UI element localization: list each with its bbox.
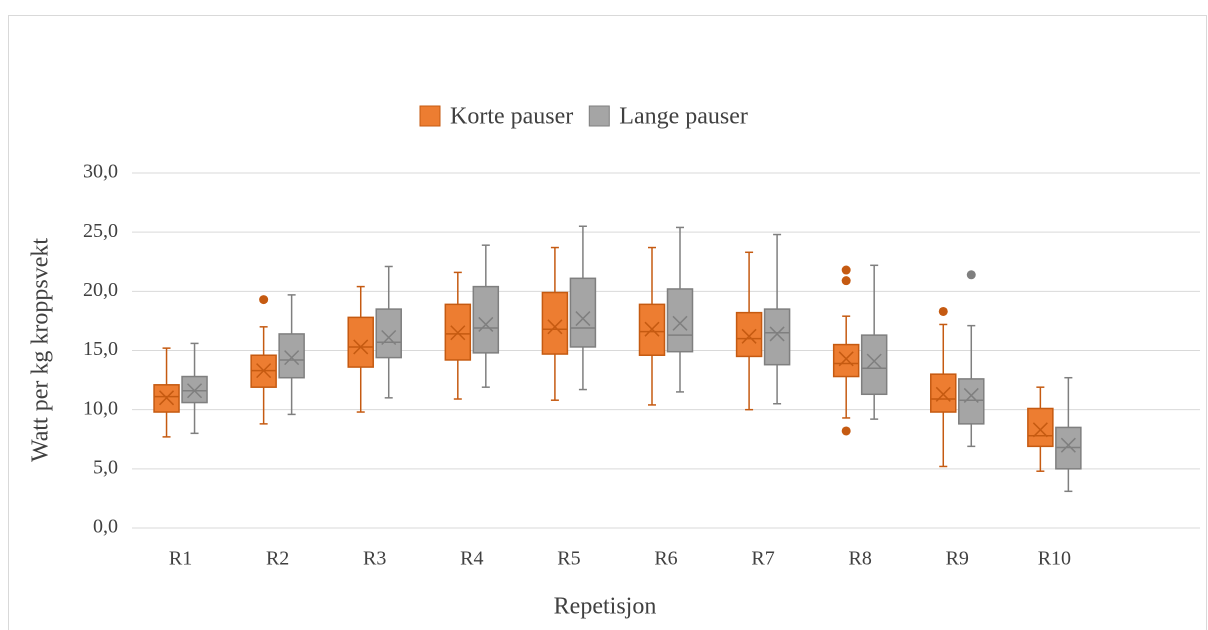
y-tick-label: 10,0 xyxy=(83,397,118,419)
outlier xyxy=(841,276,851,286)
box-group xyxy=(1055,376,1082,493)
box xyxy=(763,308,791,366)
box xyxy=(472,285,500,354)
outlier xyxy=(841,426,851,436)
mean-marker xyxy=(1032,422,1048,438)
mean-marker xyxy=(935,386,951,402)
mean-marker xyxy=(478,316,494,332)
box-group xyxy=(638,246,666,406)
box-group xyxy=(375,265,402,399)
mean-marker xyxy=(450,325,466,341)
outlier xyxy=(938,306,948,316)
x-tick-label: R2 xyxy=(266,548,289,570)
legend-swatch xyxy=(588,105,610,127)
box xyxy=(832,343,860,378)
x-tick-label: R6 xyxy=(654,548,677,570)
y-tick-label: 0,0 xyxy=(93,516,118,538)
mean-marker xyxy=(741,328,757,344)
box-group xyxy=(930,306,957,468)
box-group xyxy=(181,342,208,435)
box-group xyxy=(153,347,180,438)
mean-marker xyxy=(963,387,979,403)
mean-marker xyxy=(769,326,785,342)
box-group xyxy=(832,265,860,436)
y-tick-label: 15,0 xyxy=(83,338,118,360)
mean-marker xyxy=(575,311,591,327)
x-tick-label: R10 xyxy=(1038,548,1071,570)
x-tick-label: R8 xyxy=(849,548,872,570)
box-group xyxy=(1027,386,1054,472)
box-group xyxy=(278,294,305,416)
mean-marker xyxy=(187,383,203,399)
x-tick-label: R7 xyxy=(751,548,774,570)
mean-marker xyxy=(547,319,563,335)
box-group xyxy=(569,225,597,391)
mean-marker xyxy=(672,315,688,331)
y-tick-label: 5,0 xyxy=(93,456,118,478)
legend-label: Lange pauser xyxy=(619,104,748,130)
box xyxy=(181,375,208,404)
outlier xyxy=(259,295,269,305)
x-tick-label: R9 xyxy=(946,548,969,570)
y-tick-label: 30,0 xyxy=(83,161,118,183)
outlier xyxy=(966,270,976,280)
box-group xyxy=(472,244,500,388)
box-group xyxy=(958,270,985,448)
box xyxy=(1027,407,1054,448)
box xyxy=(666,288,694,353)
box-group xyxy=(763,233,791,405)
x-tick-label: R1 xyxy=(169,548,192,570)
box-group xyxy=(347,285,374,413)
box xyxy=(958,378,985,425)
mean-marker xyxy=(644,321,660,337)
mean-marker xyxy=(1060,437,1076,453)
box-group xyxy=(250,295,277,425)
legend-swatch xyxy=(419,105,441,127)
mean-marker xyxy=(381,329,397,346)
box xyxy=(278,333,305,379)
box xyxy=(375,308,402,359)
mean-marker xyxy=(353,339,369,355)
mean-marker xyxy=(284,350,300,366)
mean-marker xyxy=(838,351,854,367)
mean-marker xyxy=(256,363,272,379)
box-group xyxy=(860,264,888,420)
box xyxy=(930,373,957,413)
y-tick-label: 25,0 xyxy=(83,220,118,242)
x-axis-label: Repetisjon xyxy=(554,594,657,620)
box xyxy=(569,277,597,348)
box-group xyxy=(666,226,694,393)
y-axis-label: Watt per kg kroppsvekt xyxy=(28,238,54,462)
box xyxy=(735,311,763,358)
x-tick-label: R5 xyxy=(557,548,580,570)
mean-marker xyxy=(159,390,175,406)
legend: Korte pauser Lange pauser xyxy=(419,104,748,130)
box-group xyxy=(444,271,472,400)
box-group xyxy=(541,246,569,401)
box xyxy=(860,334,888,396)
mean-marker xyxy=(866,353,882,369)
x-tick-label: R4 xyxy=(460,548,483,570)
y-tick-label: 20,0 xyxy=(83,279,118,301)
box-group xyxy=(735,251,763,411)
box xyxy=(541,291,569,355)
legend-label: Korte pauser xyxy=(450,104,573,130)
outlier xyxy=(841,265,851,275)
box xyxy=(347,316,374,368)
x-tick-label: R3 xyxy=(363,548,386,570)
